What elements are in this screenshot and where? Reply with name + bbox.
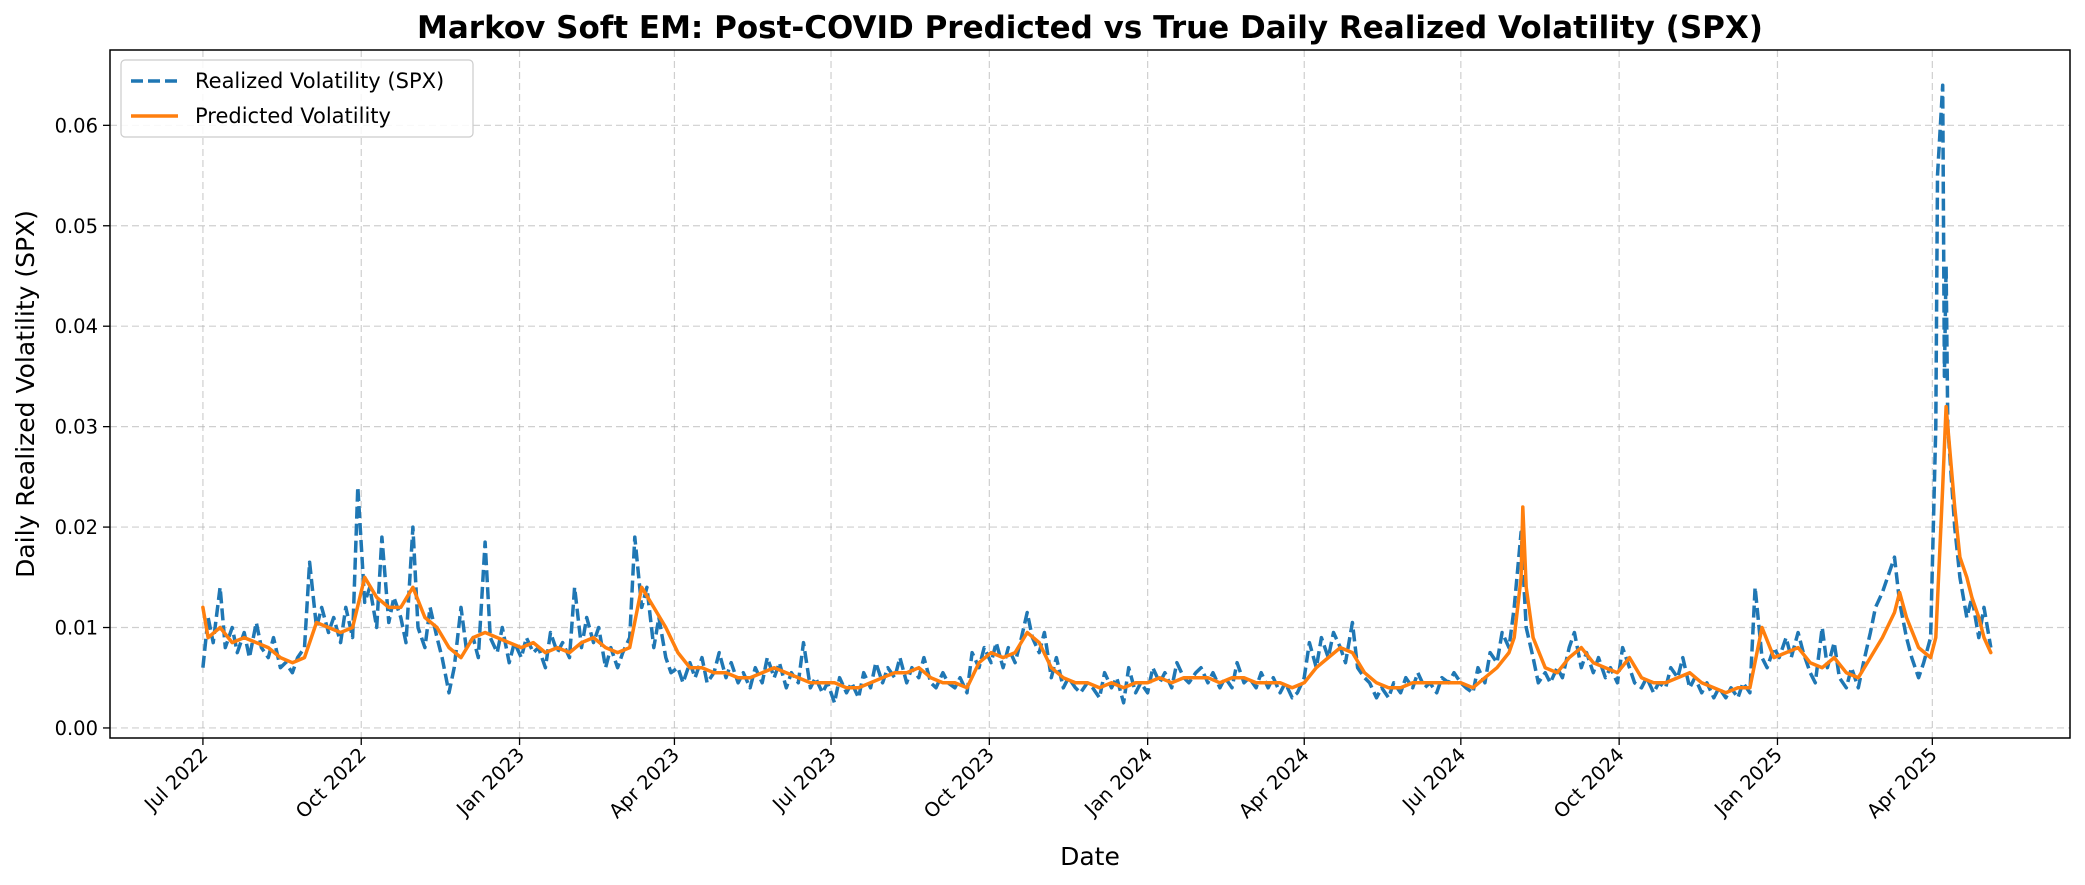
y-tick-label: 0.05 xyxy=(55,215,98,238)
y-axis: 0.00 0.01 0.02 0.03 0.04 0.05 0.06 xyxy=(55,114,110,740)
y-tick-label: 0.02 xyxy=(55,516,98,539)
legend-label-realized: Realized Volatility (SPX) xyxy=(195,69,444,93)
y-tick-label: 0.03 xyxy=(55,416,98,439)
y-tick-label: 0.04 xyxy=(55,315,98,338)
legend-box xyxy=(120,59,474,138)
grid xyxy=(110,50,2070,738)
y-tick-label: 0.01 xyxy=(55,617,98,640)
series-line-predicted xyxy=(201,404,1993,695)
y-axis-label: Daily Realized Volatility (SPX) xyxy=(11,210,40,578)
x-axis-label: Date xyxy=(1060,842,1120,871)
y-tick-label: 0.00 xyxy=(55,717,98,740)
series-layer xyxy=(201,83,1993,705)
y-tick-label: 0.06 xyxy=(55,114,98,137)
legend: Realized Volatility (SPX) Predicted Vola… xyxy=(120,59,474,138)
legend-label-predicted: Predicted Volatility xyxy=(195,104,391,128)
plot-area-frame xyxy=(109,49,2071,739)
chart-title: Markov Soft EM: Post-COVID Predicted vs … xyxy=(417,10,1763,46)
series-line-realized xyxy=(201,83,1993,705)
